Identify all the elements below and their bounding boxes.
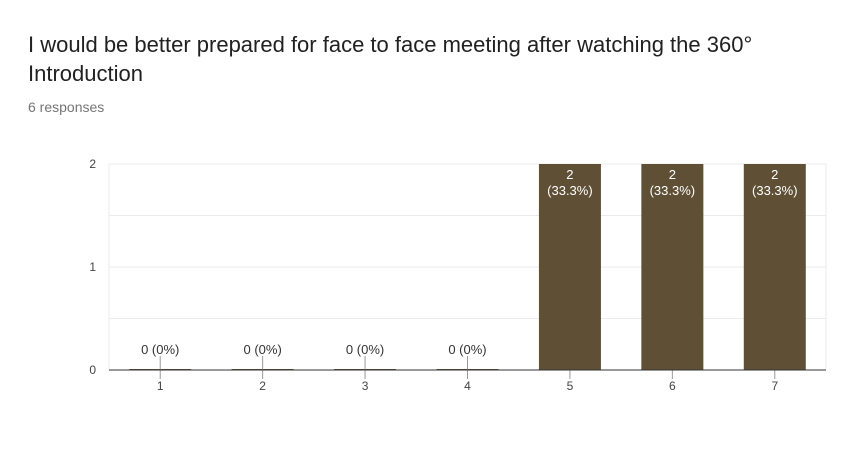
x-tick-label: 2 [259, 379, 266, 393]
data-label: 0 (0%) [141, 342, 179, 357]
x-tick-label: 7 [771, 379, 778, 393]
data-label: 2 [669, 167, 676, 182]
bar [538, 164, 601, 370]
response-count: 6 responses [28, 99, 105, 115]
data-label: 0 (0%) [243, 342, 281, 357]
data-label: 0 (0%) [448, 342, 486, 357]
x-tick-label: 4 [464, 379, 471, 393]
y-tick-label: 0 [89, 363, 96, 377]
y-tick-label: 2 [89, 157, 96, 171]
bar [743, 164, 806, 370]
data-label: (33.3%) [650, 183, 696, 198]
x-tick-label: 3 [362, 379, 369, 393]
data-label: 2 [566, 167, 573, 182]
data-label: (33.3%) [547, 183, 593, 198]
x-tick-label: 6 [669, 379, 676, 393]
bar [641, 164, 704, 370]
question-title: I would be better prepared for face to f… [28, 32, 753, 86]
data-label: 0 (0%) [346, 342, 384, 357]
data-label: (33.3%) [752, 183, 798, 198]
y-tick-label: 1 [89, 260, 96, 274]
x-tick-label: 1 [157, 379, 164, 393]
data-label: 2 [771, 167, 778, 182]
x-tick-label: 5 [567, 379, 574, 393]
